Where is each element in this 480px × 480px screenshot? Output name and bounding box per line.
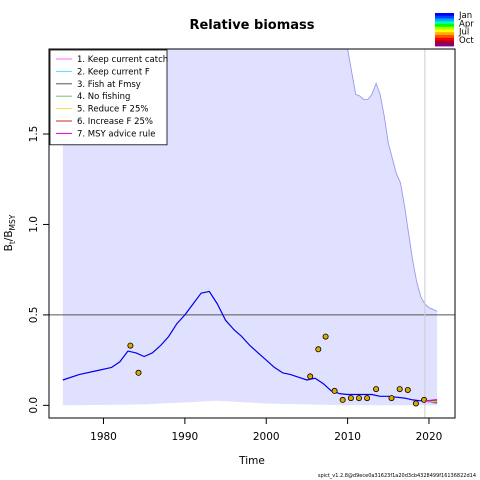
season-color-band xyxy=(435,40,454,44)
observation-point xyxy=(307,373,314,380)
season-color-band xyxy=(435,18,454,22)
season-color-band xyxy=(435,26,454,30)
observation-point xyxy=(339,396,346,403)
observation-point xyxy=(404,386,411,393)
season-color-band xyxy=(435,13,454,17)
y-label-b: B xyxy=(3,244,15,251)
x-axis-label: Time xyxy=(238,455,265,467)
chart-title: Relative biomass xyxy=(189,18,314,33)
y-tick-label: 0.0 xyxy=(28,397,40,414)
legend-label: 1. Keep current catch xyxy=(77,55,168,65)
y-label-sub-msy: MSY xyxy=(8,214,17,230)
y-tick-label: 1.0 xyxy=(28,216,40,233)
y-label-slash-b: /B xyxy=(3,230,15,241)
observation-point xyxy=(396,386,403,393)
season-color-band xyxy=(435,35,454,39)
x-tick-label: 1990 xyxy=(172,431,199,443)
legend-label: 6. Increase F 25% xyxy=(77,117,153,127)
observation-point xyxy=(331,387,338,394)
forecast-lines xyxy=(424,399,438,405)
season-color-band xyxy=(435,21,454,25)
plot-frame xyxy=(48,48,456,419)
observation-point xyxy=(421,396,428,403)
season-color-band xyxy=(435,29,454,33)
x-axis: 1980 1990 2000 2010 2020 xyxy=(90,418,442,443)
observation-point xyxy=(373,386,380,393)
x-tick-label: 1980 xyxy=(90,431,117,443)
season-label: Jul xyxy=(458,28,469,38)
observation-point xyxy=(355,395,362,402)
observation-point xyxy=(135,369,142,376)
observation-point xyxy=(364,395,371,402)
season-label: Apr xyxy=(459,19,474,29)
legend-label: 3. Fish at Fmsy xyxy=(77,80,141,90)
legend-box xyxy=(49,49,168,146)
season-color-band xyxy=(435,24,454,28)
x-tick-label: 2010 xyxy=(334,431,361,443)
observation-point xyxy=(347,395,354,402)
y-axis-label: Bt/BMSY xyxy=(3,214,17,251)
y-axis: 0.0 0.5 1.0 1.5 xyxy=(28,126,49,414)
season-label: Oct xyxy=(459,36,474,46)
observed-points xyxy=(127,333,428,407)
legend-label: 2. Keep current F xyxy=(77,67,150,77)
biomass-estimate-line xyxy=(62,290,438,403)
forecast-line xyxy=(424,399,438,402)
legend-label: 5. Reduce F 25% xyxy=(77,105,148,115)
legend-label: 7. MSY advice rule xyxy=(77,129,156,139)
version-footer: spict_v1.2.8@d9ece0a31623f1a20d3cb432849… xyxy=(318,473,476,479)
observation-point xyxy=(412,400,419,407)
observation-point xyxy=(127,342,134,349)
y-label-sub-t: t xyxy=(8,241,17,244)
observation-point xyxy=(322,333,329,340)
x-tick-label: 2000 xyxy=(253,431,280,443)
observation-point xyxy=(388,395,395,402)
upper-ci-line xyxy=(347,49,438,312)
y-tick-label: 0.5 xyxy=(28,307,40,324)
season-label: Jan xyxy=(458,11,472,21)
season-color-band xyxy=(435,15,454,19)
observation-point xyxy=(315,346,322,353)
y-tick-label: 1.5 xyxy=(28,126,40,143)
legend-label: 4. No fishing xyxy=(77,92,130,102)
season-color-band xyxy=(435,32,454,36)
season-color-band xyxy=(435,37,454,41)
season-color-band xyxy=(435,43,454,47)
legend: 1. Keep current catch 2. Keep current F 3.… xyxy=(49,49,168,146)
x-tick-label: 2020 xyxy=(416,431,443,443)
